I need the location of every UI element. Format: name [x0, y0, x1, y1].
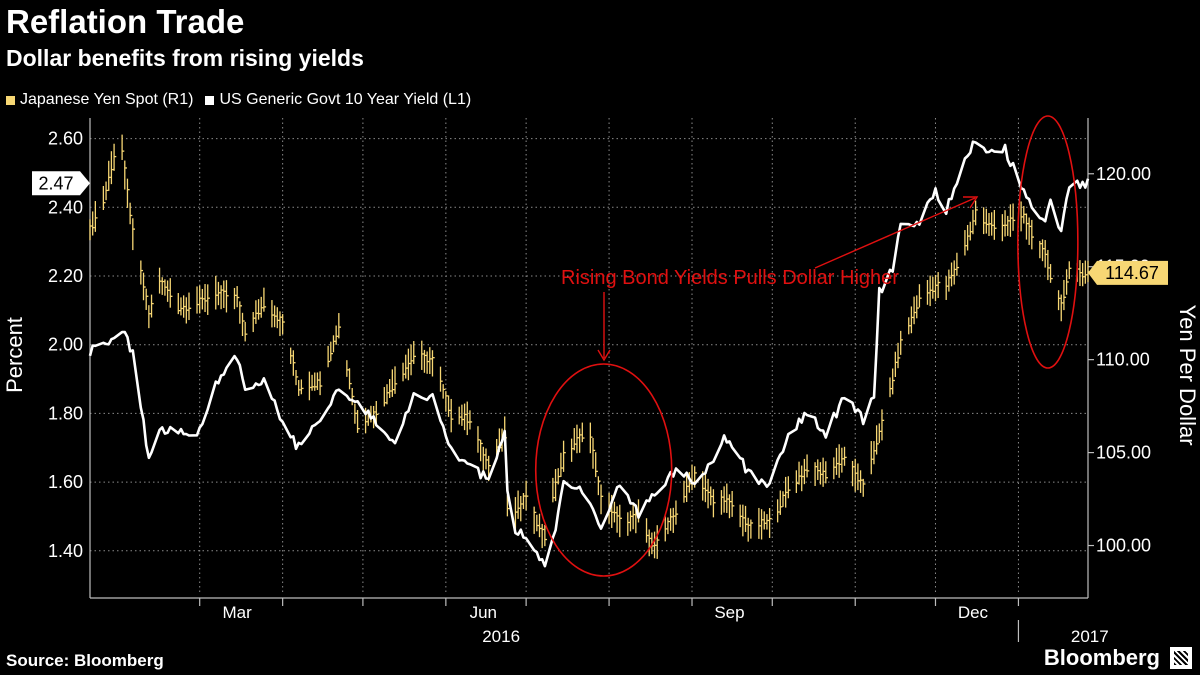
y-left-tick-label: 2.40 [48, 197, 83, 217]
legend: Japanese Yen Spot (R1) US Generic Govt 1… [6, 90, 483, 110]
y-left-tick-label: 1.80 [48, 403, 83, 423]
year-label: 2017 [1071, 627, 1109, 646]
y-left-tick-label: 1.60 [48, 472, 83, 492]
y-right-tick-label: 105.00 [1096, 443, 1151, 463]
legend-swatch-yen [6, 95, 15, 105]
series-yen-spot [89, 134, 1091, 559]
chart-title: Reflation Trade [6, 3, 245, 40]
legend-item-yen: Japanese Yen Spot (R1) [6, 90, 193, 110]
series-us-10y-yield [88, 140, 1090, 568]
x-tick-label: Dec [958, 603, 989, 622]
annotation-ellipse-summer [534, 363, 673, 577]
x-tick-label: Mar [223, 603, 253, 622]
tick-labels: 1.40 1.60 1.80 2.00 2.20 2.40 2.60 100.00 105.00… [2, 129, 1200, 646]
y-left-axis-title: Percent [2, 317, 27, 393]
brand: Bloomberg [1044, 645, 1192, 671]
grid [90, 118, 1088, 592]
year-label: 2016 [482, 627, 520, 646]
y-left-tick-label: 2.20 [48, 266, 83, 286]
annotation-arrowhead-right [963, 196, 979, 209]
axes [89, 118, 1094, 642]
y-right-tick-label: 120.00 [1096, 164, 1151, 184]
legend-label-yield: US Generic Govt 10 Year Yield (L1) [219, 91, 472, 108]
x-tick-label: Jun [470, 603, 497, 622]
annotation-arrowhead-down [597, 349, 611, 362]
y-left-tick-label: 2.00 [48, 335, 83, 355]
brand-wordmark: Bloomberg [1043, 645, 1160, 670]
annotations [534, 115, 1079, 577]
source-note: Source: Bloomberg [6, 651, 164, 670]
bloomberg-logo-icon [1170, 647, 1192, 669]
y-right-tick-label: 110.00 [1096, 350, 1150, 370]
last-value-tag-yield [32, 171, 90, 196]
legend-item-yield: US Generic Govt 10 Year Yield (L1) [205, 90, 471, 110]
legend-label-yen: Japanese Yen Spot (R1) [20, 91, 194, 108]
x-tick-label: Sep [714, 603, 744, 622]
y-right-tick-label: 100.00 [1096, 536, 1151, 556]
last-value-label-yen: 114.67 [1105, 263, 1159, 283]
y-left-tick-label: 1.40 [48, 541, 83, 561]
annotation-arrow-right [814, 197, 976, 269]
last-value-tag-yen [1088, 260, 1168, 285]
annotation-text: Rising Bond Yields Pulls Dollar Higher [561, 267, 899, 289]
legend-swatch-yield [205, 95, 215, 105]
chart-subtitle: Dollar benefits from rising yields [6, 45, 364, 71]
last-value-label-yield: 2.47 [38, 173, 73, 193]
y-right-axis-title: Yen Per Dollar [1175, 304, 1200, 445]
annotation-ellipse-jan [1017, 115, 1079, 369]
y-left-tick-label: 2.60 [48, 129, 83, 149]
